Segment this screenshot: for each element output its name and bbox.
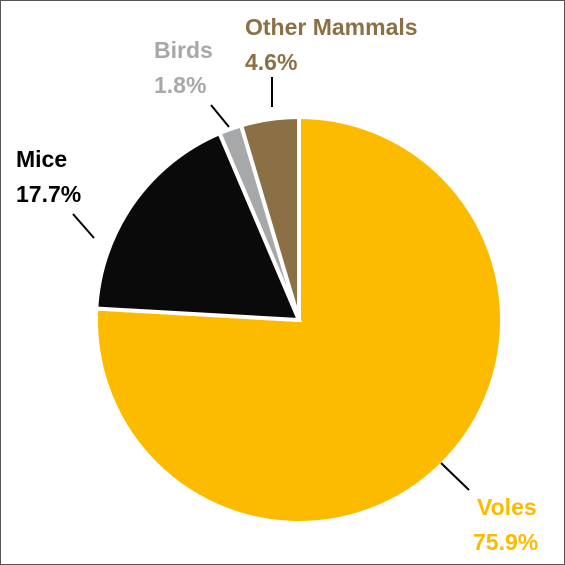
mice-name-label: Mice [16, 146, 67, 172]
voles-leader-line [440, 462, 470, 491]
other-mammals-value-label: 4.6% [245, 49, 297, 75]
leader-lines [72, 77, 470, 491]
birds-name-label: Birds [154, 37, 213, 63]
birds-leader-line [210, 104, 230, 128]
pie-slices [93, 114, 504, 525]
pie-slice-other-mammals [238, 114, 301, 321]
pie-slice-mice [94, 130, 303, 323]
birds-value-label: 1.8% [154, 72, 206, 98]
mice-leader-line [72, 213, 95, 239]
mice-value-label: 17.7% [16, 181, 81, 207]
other-mammals-name-label: Other Mammals [245, 14, 418, 40]
voles-value-label: 75.9% [473, 529, 538, 555]
voles-name-label: Voles [477, 494, 537, 520]
